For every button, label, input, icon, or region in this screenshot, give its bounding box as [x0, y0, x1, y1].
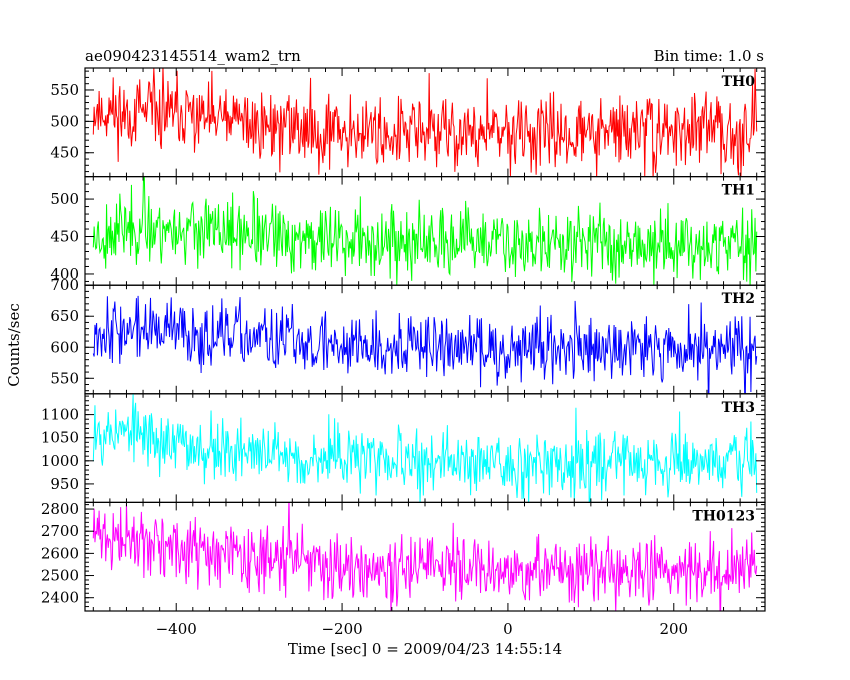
y-tick-label-th0123: 2600: [41, 544, 79, 562]
y-tick-label-th0123: 2800: [41, 500, 79, 518]
x-axis-label: Time [sec] 0 = 2009/04/23 14:55:14: [288, 640, 562, 658]
x-tick-label: 200: [659, 620, 688, 638]
series-line-th3: [92, 393, 758, 503]
y-tick-label-th1: 400: [50, 265, 79, 283]
series-line-th2: [92, 295, 758, 394]
x-axis: −400 −200 0 200: [156, 620, 688, 638]
y-tick-label-th3: 1000: [41, 452, 79, 470]
y-tick-label-th3: 1100: [41, 406, 79, 424]
panel-label-th0123: TH0123: [692, 508, 755, 524]
y-tick-label-th0123: 2400: [41, 589, 79, 607]
title-right: Bin time: 1.0 s: [654, 47, 764, 65]
y-tick-label-th0: 550: [50, 81, 79, 99]
y-tick-label-th0123: 2500: [41, 567, 79, 585]
panel-th0123: 2400 2500 2600 2700 2800 TH0123: [41, 500, 766, 612]
panel-th3: 950 1000 1050 1100 TH3: [41, 393, 766, 503]
y-axis-label: Counts/sec: [5, 303, 23, 387]
panel-th1: 400 450 500 TH1: [50, 176, 766, 286]
series-line-th1: [92, 176, 758, 286]
y-tick-label-th0: 500: [50, 112, 79, 130]
y-tick-label-th3: 950: [50, 475, 79, 493]
panels-group: 450 500 550 TH0 400 450 500 TH1 550 600 650 700 TH2 9…: [41, 67, 766, 612]
y-tick-label-th1: 500: [50, 190, 79, 208]
y-tick-label-th2: 550: [50, 369, 79, 387]
y-tick-label-th2: 600: [50, 338, 79, 356]
series-line-th0123: [92, 502, 758, 611]
y-tick-label-th2: 650: [50, 307, 79, 325]
panel-label-th2: TH2: [722, 291, 755, 307]
panel-th0: 450 500 550 TH0: [50, 67, 766, 178]
x-tick-label: −200: [321, 620, 362, 638]
title-left: ae090423145514_wam2_trn: [85, 47, 301, 65]
panel-label-th1: TH1: [722, 183, 755, 199]
y-tick-label-th3: 1050: [41, 429, 79, 447]
panel-label-th0: TH0: [722, 74, 756, 90]
panel-th2: 550 600 650 700 TH2: [50, 276, 766, 395]
x-tick-label: −400: [156, 620, 197, 638]
series-line-th0: [92, 68, 758, 177]
y-tick-label-th0123: 2700: [41, 522, 79, 540]
y-tick-label-th0: 450: [50, 144, 79, 162]
panel-label-th3: TH3: [722, 400, 755, 416]
y-tick-label-th1: 450: [50, 228, 79, 246]
y-tick-label-th2: 700: [50, 276, 79, 294]
x-tick-label: 0: [503, 620, 513, 638]
